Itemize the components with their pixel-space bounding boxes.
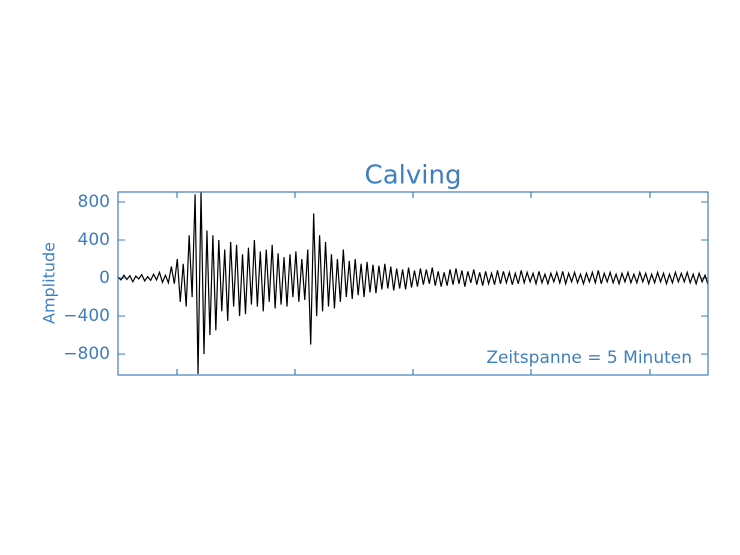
y-axis-label: Amplitude: [40, 242, 59, 324]
y-tick-label: −400: [63, 306, 110, 326]
y-tick-label: 800: [78, 192, 110, 212]
plot-frame: [117, 191, 709, 376]
y-tick-label: 0: [99, 268, 110, 288]
x-ticks: [176, 192, 651, 375]
y-tick-label: −800: [63, 344, 110, 364]
chart-title: Calving: [365, 161, 462, 191]
annotation: Zeitspanne = 5 Minuten: [486, 348, 692, 368]
waveform: [117, 192, 709, 375]
y-tick-label: 400: [78, 230, 110, 250]
